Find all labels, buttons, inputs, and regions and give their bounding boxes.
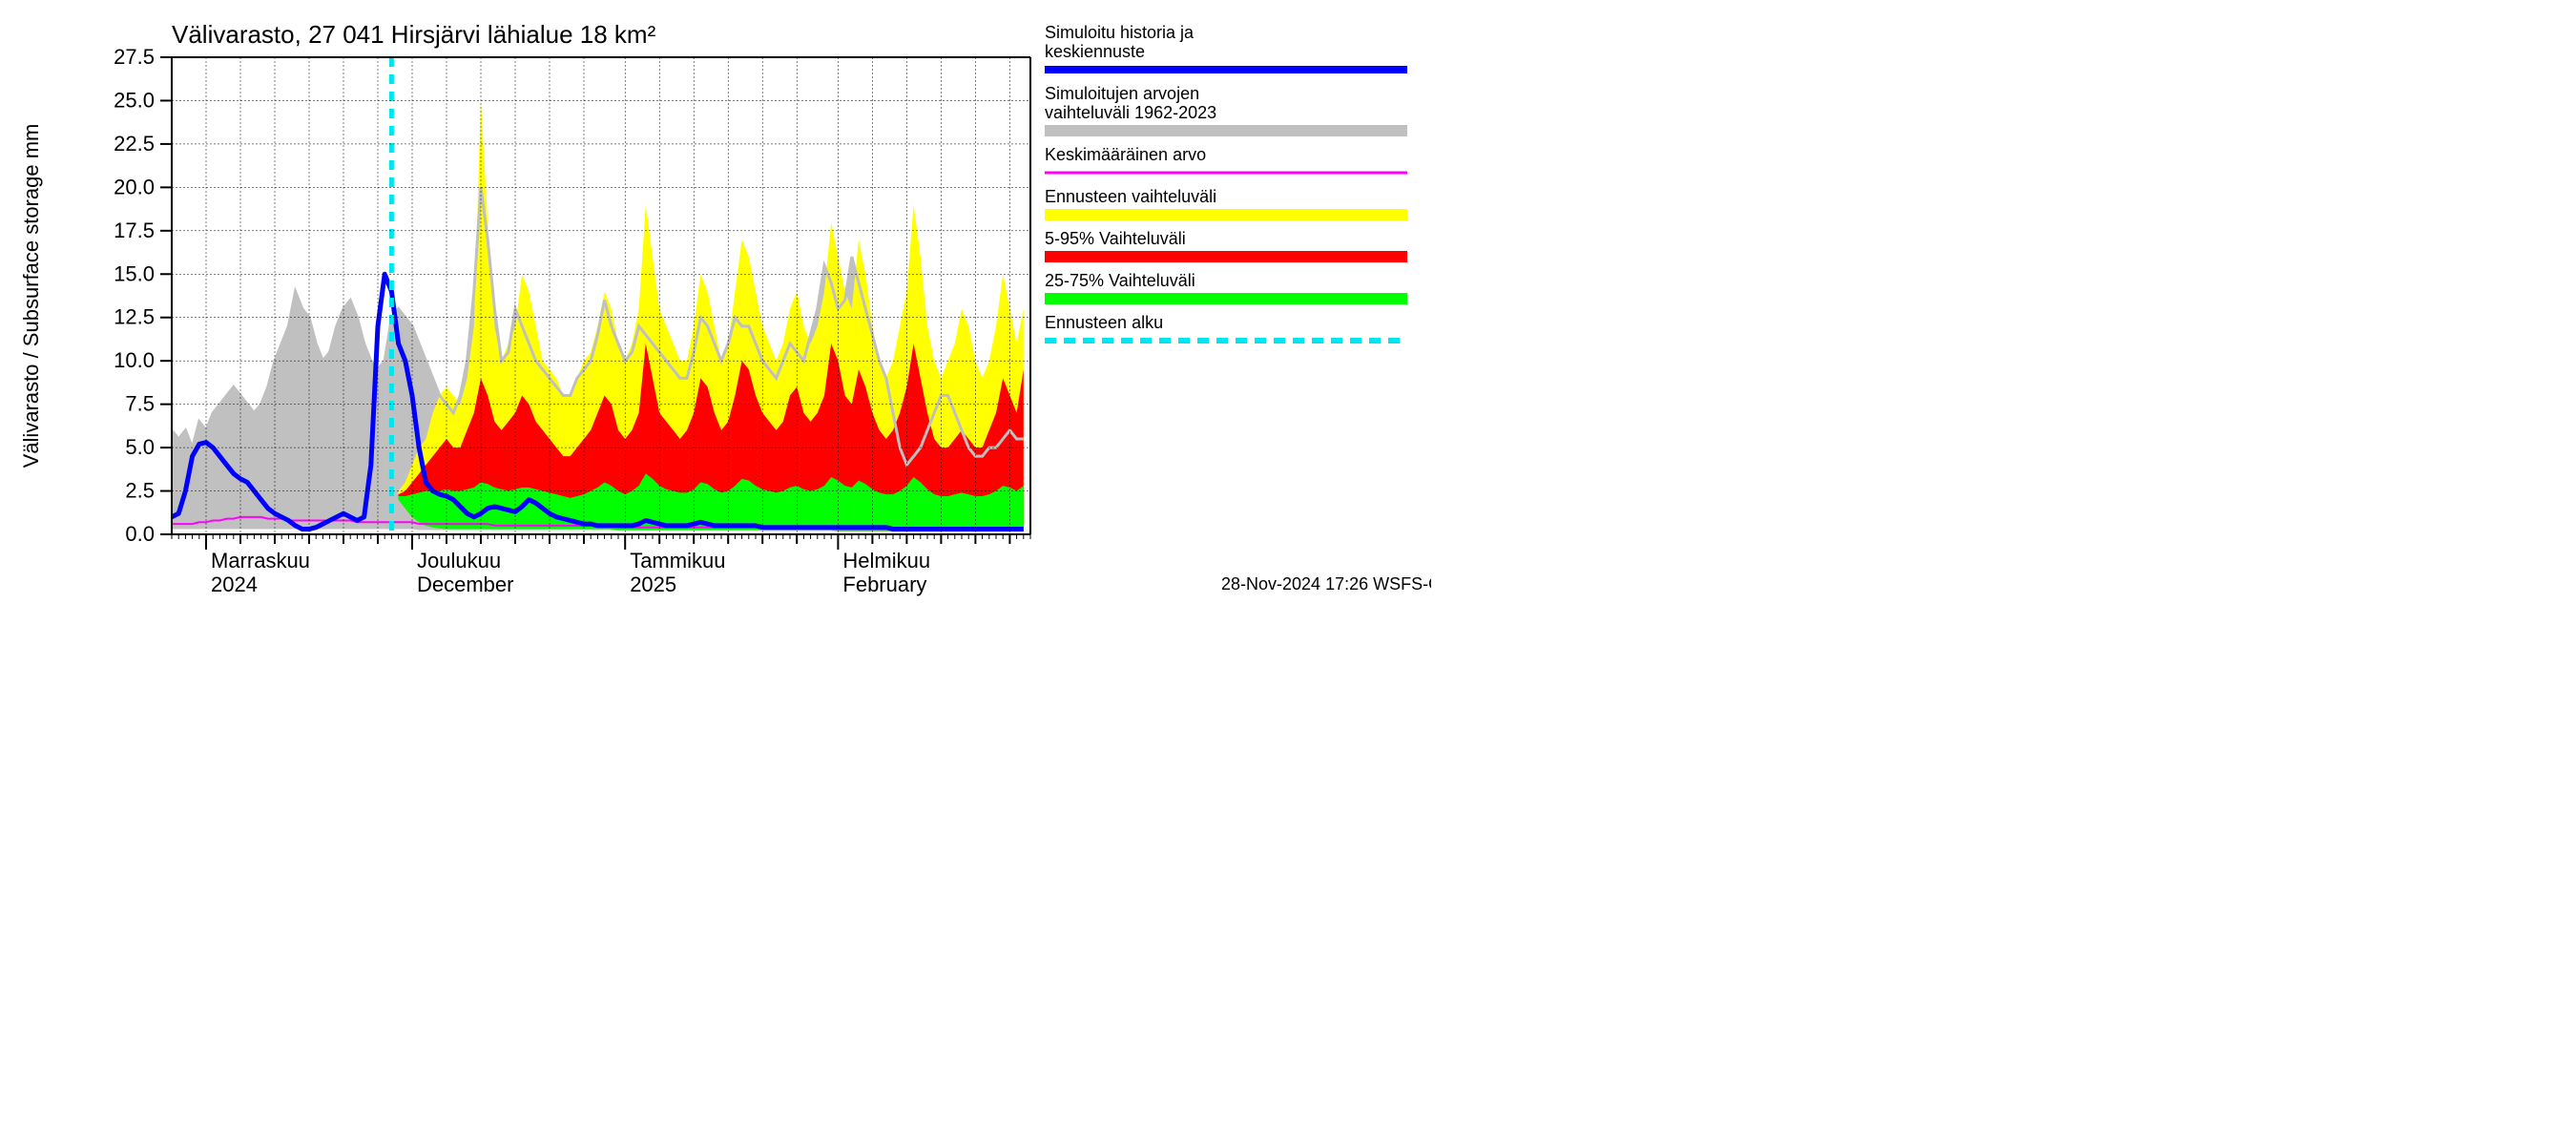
y-axis-label: Välivarasto / Subsurface storage mm [19, 124, 43, 468]
y-tick-label: 15.0 [114, 261, 155, 285]
x-month-sublabel: 2024 [211, 572, 258, 596]
y-tick-label: 10.0 [114, 348, 155, 372]
legend-label: Simuloitujen arvojen [1045, 84, 1199, 103]
y-tick-label: 7.5 [125, 392, 155, 416]
legend-label: keskiennuste [1045, 42, 1145, 61]
legend-label: Ennusteen alku [1045, 313, 1163, 332]
y-tick-label: 17.5 [114, 219, 155, 242]
y-tick-label: 2.5 [125, 479, 155, 503]
x-month-label: Helmikuu [842, 549, 930, 572]
x-month-sublabel: February [842, 572, 926, 596]
x-month-label: Tammikuu [630, 549, 725, 572]
chart-footer: 28-Nov-2024 17:26 WSFS-O [1221, 574, 1431, 593]
legend-swatch [1045, 209, 1407, 220]
chart-title: Välivarasto, 27 041 Hirsjärvi lähialue 1… [172, 20, 656, 49]
y-tick-label: 22.5 [114, 132, 155, 156]
y-tick-label: 12.5 [114, 305, 155, 329]
y-tick-label: 25.0 [114, 88, 155, 112]
legend-swatch [1045, 251, 1407, 262]
y-tick-label: 20.0 [114, 175, 155, 198]
y-tick-label: 0.0 [125, 522, 155, 546]
legend-label: Keskimääräinen arvo [1045, 145, 1206, 164]
legend-swatch [1045, 125, 1407, 136]
legend-swatch [1045, 293, 1407, 304]
x-month-label: Joulukuu [417, 549, 501, 572]
x-month-sublabel: December [417, 572, 513, 596]
legend-label: Simuloitu historia ja [1045, 23, 1195, 42]
legend-label: vaihteluväli 1962-2023 [1045, 103, 1216, 122]
legend-label: 25-75% Vaihteluväli [1045, 271, 1195, 290]
legend-label: 5-95% Vaihteluväli [1045, 229, 1186, 248]
y-tick-label: 27.5 [114, 45, 155, 69]
y-tick-label: 5.0 [125, 435, 155, 459]
x-month-sublabel: 2025 [630, 572, 676, 596]
legend-label: Ennusteen vaihteluväli [1045, 187, 1216, 206]
x-month-label: Marraskuu [211, 549, 310, 572]
forecast-chart: 0.0 2.5 5.0 7.5 10.0 12.5 15.0 17.5 20.0 22.5 25.0… [0, 0, 1431, 635]
